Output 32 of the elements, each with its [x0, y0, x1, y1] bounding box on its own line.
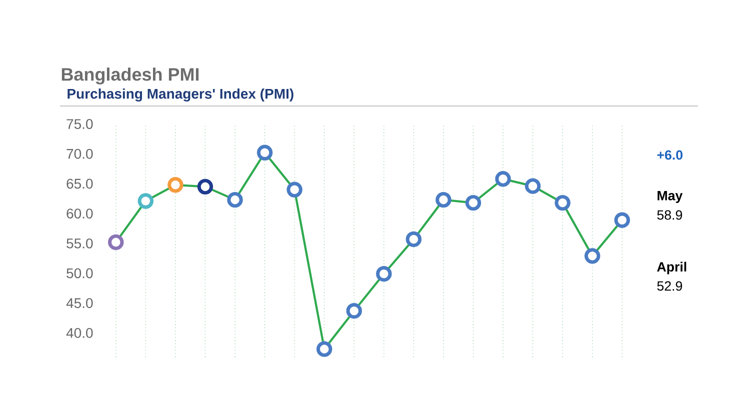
point — [584, 248, 600, 264]
point — [524, 178, 541, 194]
point — [227, 192, 243, 208]
y-tick-label: 60.0 — [66, 208, 93, 219]
text: 52.9 — [657, 281, 682, 291]
point — [197, 178, 214, 195]
text: April — [657, 262, 686, 274]
point — [436, 192, 452, 208]
y-tick-label: 65.0 — [66, 178, 93, 189]
y-tick-label: 50.0 — [66, 268, 93, 278]
point — [286, 182, 302, 198]
point — [108, 234, 124, 250]
point — [406, 231, 422, 248]
point — [376, 266, 392, 282]
y-tick-label: 70.0 — [66, 148, 93, 159]
y-tick-label: 40.0 — [66, 328, 93, 338]
text: +6.0 — [657, 150, 683, 160]
point — [256, 144, 273, 161]
point — [168, 177, 184, 193]
chart-title: Bangladesh PMI — [62, 68, 199, 84]
point — [554, 194, 570, 211]
text: 58.9 — [657, 210, 682, 220]
y-tick-label: 75.0 — [66, 119, 93, 129]
chart-subtitle: Purchasing Managers' Index (PMI) — [68, 88, 294, 102]
point — [346, 302, 362, 319]
point — [138, 193, 154, 209]
point — [495, 171, 511, 187]
y-tick-label: 55.0 — [66, 238, 93, 248]
point — [614, 212, 630, 228]
text: May — [658, 191, 683, 203]
y-tick-label: 45.0 — [66, 298, 93, 308]
point — [465, 194, 482, 211]
